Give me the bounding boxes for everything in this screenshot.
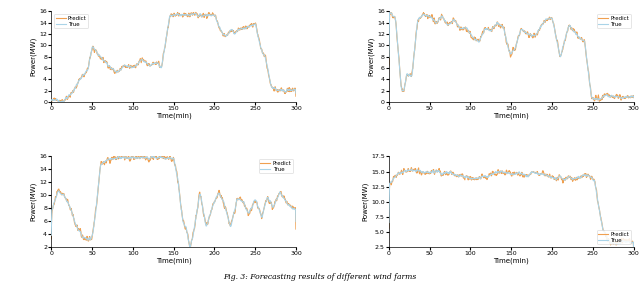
True [596, 212, 604, 215]
Predict [259, 211, 266, 215]
True [190, 12, 198, 16]
True [541, 19, 549, 22]
Predict [385, 226, 393, 230]
Predict [292, 95, 300, 98]
Predict [385, 63, 393, 67]
Predict [595, 99, 603, 103]
True [204, 222, 212, 225]
Legend: Predict, True: Predict, True [54, 14, 88, 28]
Line: Predict: Predict [389, 12, 634, 101]
Predict [541, 174, 549, 178]
Predict [186, 247, 194, 251]
Predict [190, 228, 198, 231]
True [541, 173, 549, 177]
True [400, 170, 408, 174]
True [292, 91, 300, 95]
Predict [541, 21, 549, 24]
True [196, 193, 204, 196]
Line: Predict: Predict [51, 12, 296, 102]
Line: True: True [51, 13, 296, 102]
X-axis label: Time(min): Time(min) [156, 112, 191, 119]
Predict [571, 29, 579, 33]
True [534, 30, 541, 33]
Predict [192, 11, 200, 14]
Predict [596, 212, 604, 215]
True [148, 154, 156, 158]
True [234, 29, 241, 33]
Predict [190, 11, 198, 15]
True [259, 214, 266, 217]
True [596, 97, 604, 101]
Predict [63, 95, 70, 98]
True [196, 12, 204, 15]
Predict [259, 51, 266, 55]
Predict [400, 167, 408, 170]
Legend: Predict, True: Predict, True [259, 159, 293, 173]
Text: Fig. 3: Forecasting results of different wind farms: Fig. 3: Forecasting results of different… [223, 273, 417, 281]
Legend: Predict, True: Predict, True [596, 14, 631, 28]
True [204, 13, 212, 16]
True [401, 87, 408, 91]
True [385, 221, 393, 224]
Predict [571, 177, 579, 180]
Predict [527, 170, 535, 174]
True [571, 177, 579, 180]
True [596, 98, 604, 101]
Y-axis label: Power(MW): Power(MW) [362, 182, 368, 222]
Predict [204, 14, 212, 18]
X-axis label: Time(min): Time(min) [493, 258, 529, 264]
Predict [292, 227, 300, 231]
True [292, 220, 300, 223]
Y-axis label: Power(MW): Power(MW) [30, 37, 36, 76]
True [408, 168, 415, 171]
True [186, 245, 194, 249]
True [527, 34, 535, 37]
True [630, 95, 637, 99]
Predict [60, 100, 67, 104]
Predict [630, 96, 637, 99]
True [386, 11, 394, 14]
Predict [204, 223, 212, 226]
Predict [47, 237, 55, 241]
Predict [408, 166, 415, 169]
True [385, 55, 393, 59]
Predict [120, 153, 127, 156]
True [62, 198, 70, 201]
True [57, 100, 65, 104]
X-axis label: Time(min): Time(min) [493, 112, 529, 119]
Line: Predict: Predict [51, 154, 296, 249]
True [234, 197, 241, 201]
True [534, 172, 541, 175]
Predict [534, 32, 541, 35]
Y-axis label: Power(MW): Power(MW) [367, 37, 374, 76]
Predict [47, 100, 55, 103]
Predict [401, 88, 408, 91]
Line: Predict: Predict [389, 168, 634, 248]
Predict [527, 34, 535, 37]
True [630, 245, 637, 248]
Legend: Predict, True: Predict, True [596, 230, 631, 244]
Predict [62, 197, 70, 201]
True [190, 229, 198, 232]
Predict [534, 171, 541, 174]
True [47, 99, 55, 102]
Predict [234, 30, 241, 33]
Predict [630, 247, 637, 250]
Predict [386, 11, 394, 14]
True [63, 97, 70, 100]
True [571, 30, 579, 33]
Y-axis label: Power(MW): Power(MW) [30, 182, 36, 222]
True [191, 12, 199, 15]
True [47, 233, 55, 237]
X-axis label: Time(min): Time(min) [156, 258, 191, 264]
True [527, 171, 535, 174]
Line: True: True [389, 13, 634, 100]
Predict [234, 197, 241, 200]
Line: True: True [389, 169, 634, 247]
Predict [196, 194, 204, 197]
Line: True: True [51, 156, 296, 247]
True [259, 51, 266, 55]
Predict [596, 98, 604, 101]
Predict [196, 13, 204, 16]
